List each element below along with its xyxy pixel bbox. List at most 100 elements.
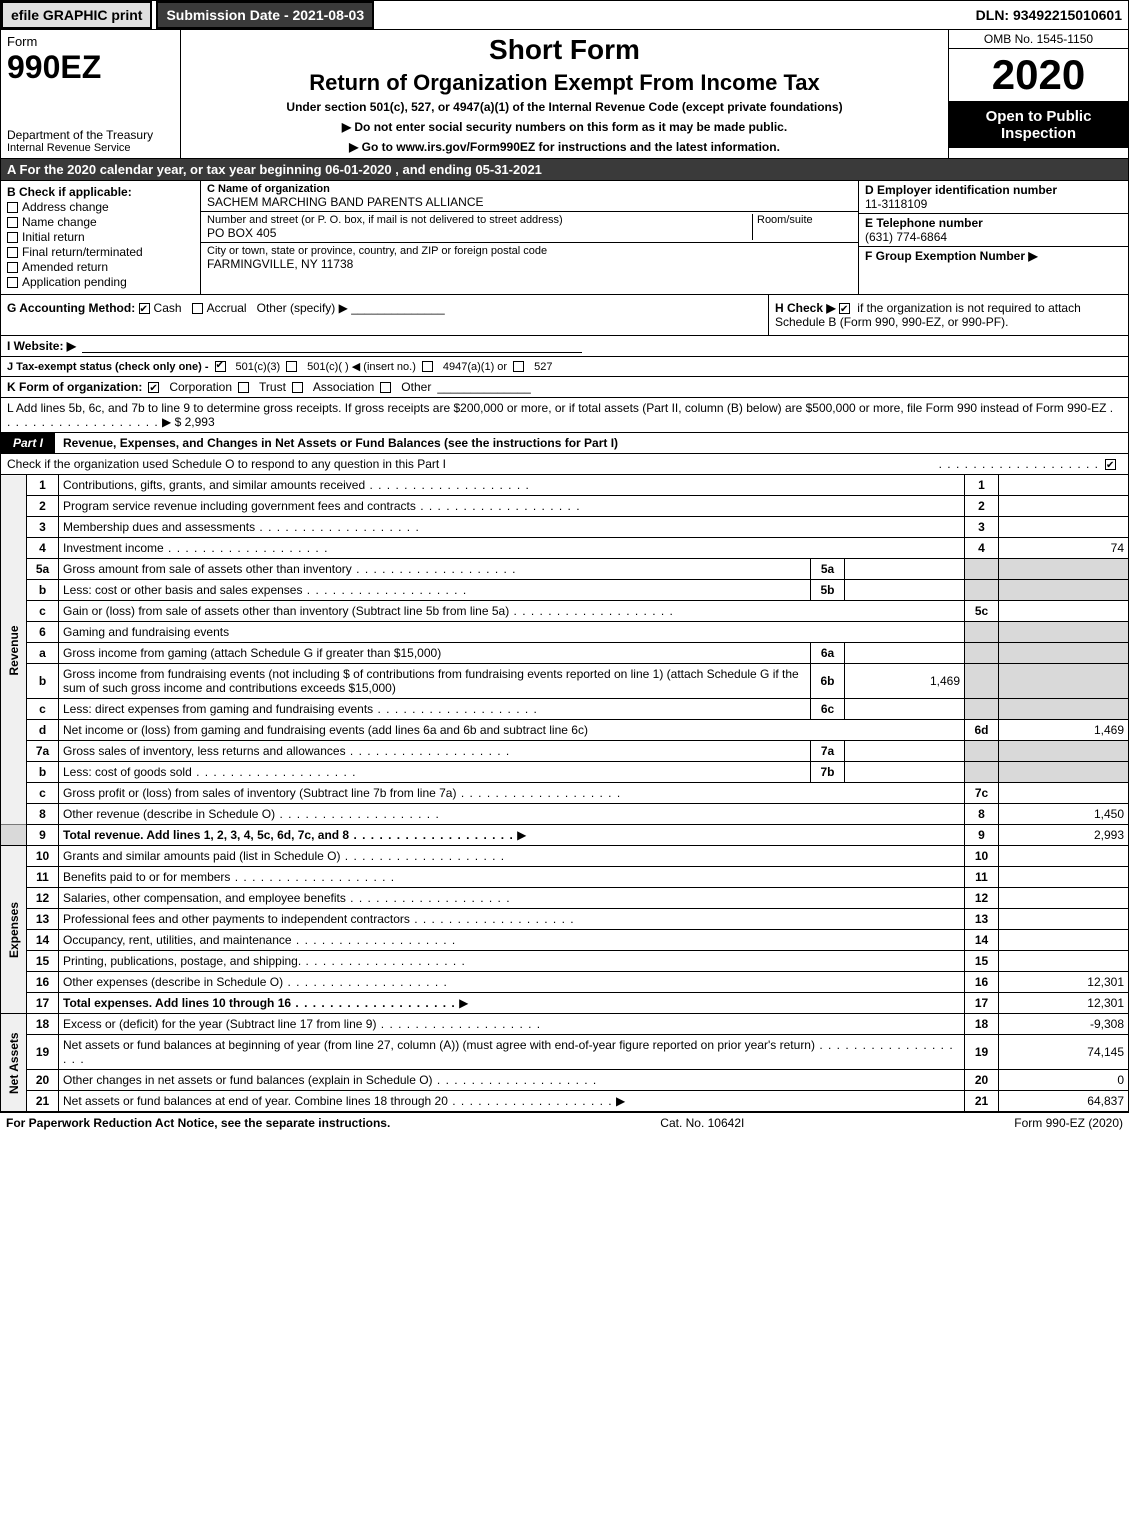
shade-cell bbox=[999, 643, 1129, 664]
d-tel-row: E Telephone number (631) 774-6864 bbox=[859, 214, 1128, 247]
l-amount: 2,993 bbox=[185, 415, 215, 429]
j-501c-checkbox[interactable] bbox=[286, 361, 297, 372]
line-desc: Total revenue. Add lines 1, 2, 3, 4, 5c,… bbox=[63, 828, 514, 842]
b-item-label: Name change bbox=[22, 215, 97, 229]
org-ein: 11-3118109 bbox=[865, 197, 1122, 211]
line-desc: Other revenue (describe in Schedule O) bbox=[63, 807, 440, 821]
under-section-text: Under section 501(c), 527, or 4947(a)(1)… bbox=[189, 100, 940, 114]
i-value[interactable] bbox=[82, 339, 582, 353]
j-501c3-checkbox[interactable] bbox=[215, 361, 226, 372]
line-ref: 10 bbox=[965, 846, 999, 867]
open-to-public: Open to Public Inspection bbox=[949, 102, 1128, 148]
k-corp-checkbox[interactable] bbox=[148, 382, 159, 393]
line-amount: 1,450 bbox=[999, 804, 1129, 825]
shade-cell bbox=[965, 559, 999, 580]
org-tel: (631) 774-6864 bbox=[865, 230, 1122, 244]
g-cash-checkbox[interactable] bbox=[139, 303, 150, 314]
line-amount bbox=[999, 951, 1129, 972]
efile-print-button[interactable]: efile GRAPHIC print bbox=[1, 1, 152, 29]
line-desc: Professional fees and other payments to … bbox=[63, 912, 575, 926]
line-desc: Less: cost of goods sold bbox=[63, 765, 356, 779]
b-item-address[interactable]: Address change bbox=[7, 200, 194, 214]
table-row: 5a Gross amount from sale of assets othe… bbox=[1, 559, 1129, 580]
b-item-amended[interactable]: Amended return bbox=[7, 260, 194, 274]
line-desc: Gain or (loss) from sale of assets other… bbox=[63, 604, 674, 618]
b-item-name[interactable]: Name change bbox=[7, 215, 194, 229]
line-desc: Membership dues and assessments bbox=[63, 520, 420, 534]
part-i-label: Part I bbox=[1, 433, 55, 453]
g-accrual-checkbox[interactable] bbox=[192, 303, 203, 314]
line-desc: Gaming and fundraising events bbox=[63, 625, 229, 639]
line-num: 13 bbox=[27, 909, 59, 930]
shade-cell bbox=[965, 580, 999, 601]
j-4947-checkbox[interactable] bbox=[422, 361, 433, 372]
table-row: 20 Other changes in net assets or fund b… bbox=[1, 1070, 1129, 1091]
line-ref: 13 bbox=[965, 909, 999, 930]
inner-val bbox=[845, 741, 965, 762]
c-street-label: Number and street (or P. O. box, if mail… bbox=[207, 214, 748, 226]
b-item-pending[interactable]: Application pending bbox=[7, 275, 194, 289]
shade-cell bbox=[999, 762, 1129, 783]
part-i-title: Revenue, Expenses, and Changes in Net As… bbox=[55, 436, 1128, 450]
arrow-line-1: ▶ Do not enter social security numbers o… bbox=[189, 120, 940, 134]
table-row: 17 Total expenses. Add lines 10 through … bbox=[1, 993, 1129, 1014]
d-group-label: F Group Exemption Number ▶ bbox=[865, 249, 1038, 263]
line-num: 6 bbox=[27, 622, 59, 643]
line-num: 21 bbox=[27, 1091, 59, 1112]
inner-val bbox=[845, 699, 965, 720]
line-desc: Occupancy, rent, utilities, and maintena… bbox=[63, 933, 456, 947]
line-ref: 3 bbox=[965, 517, 999, 538]
line-ref: 8 bbox=[965, 804, 999, 825]
b-item-final[interactable]: Final return/terminated bbox=[7, 245, 194, 259]
g-other-label: Other (specify) ▶ bbox=[257, 301, 348, 315]
b-item-label: Final return/terminated bbox=[22, 245, 143, 259]
lines-table: Revenue 1 Contributions, gifts, grants, … bbox=[0, 475, 1129, 1112]
table-row: b Less: cost or other basis and sales ex… bbox=[1, 580, 1129, 601]
j-527-checkbox[interactable] bbox=[513, 361, 524, 372]
table-row: Net Assets 18 Excess or (deficit) for th… bbox=[1, 1014, 1129, 1035]
line-amount bbox=[999, 930, 1129, 951]
line-num: 17 bbox=[27, 993, 59, 1014]
line-ref: 11 bbox=[965, 867, 999, 888]
irs-label: Internal Revenue Service bbox=[7, 142, 174, 154]
table-row: 3 Membership dues and assessments 3 bbox=[1, 517, 1129, 538]
d-tel-label: E Telephone number bbox=[865, 216, 1122, 230]
k-trust-checkbox[interactable] bbox=[238, 382, 249, 393]
table-row: a Gross income from gaming (attach Sched… bbox=[1, 643, 1129, 664]
line-ref: 14 bbox=[965, 930, 999, 951]
b-item-label: Initial return bbox=[22, 230, 85, 244]
k-assoc-checkbox[interactable] bbox=[292, 382, 303, 393]
line-amount bbox=[999, 867, 1129, 888]
c-name-label: C Name of organization bbox=[207, 183, 852, 195]
row-k-form-org: K Form of organization: Corporation Trus… bbox=[0, 377, 1129, 398]
inner-num: 5a bbox=[811, 559, 845, 580]
line-amount bbox=[999, 517, 1129, 538]
line-amount bbox=[999, 475, 1129, 496]
header-left: Form 990EZ Department of the Treasury In… bbox=[1, 30, 181, 158]
part-i-checkbox[interactable] bbox=[1105, 459, 1116, 470]
form-word: Form bbox=[7, 34, 174, 49]
block-bcd: B Check if applicable: Address change Na… bbox=[0, 181, 1129, 295]
part-i-check-text: Check if the organization used Schedule … bbox=[7, 457, 933, 471]
k-other-label: Other bbox=[401, 380, 431, 394]
arrow-icon: ▶ bbox=[517, 828, 526, 842]
line-num: 16 bbox=[27, 972, 59, 993]
shade-cell bbox=[999, 559, 1129, 580]
arrow-line-2[interactable]: ▶ Go to www.irs.gov/Form990EZ for instru… bbox=[189, 140, 940, 154]
org-city: FARMINGVILLE, NY 11738 bbox=[207, 257, 852, 271]
dln-label: DLN: 93492215010601 bbox=[976, 7, 1128, 23]
line-num: c bbox=[27, 783, 59, 804]
top-bar-left: efile GRAPHIC print Submission Date - 20… bbox=[1, 1, 374, 29]
inner-val bbox=[845, 643, 965, 664]
k-other-checkbox[interactable] bbox=[380, 382, 391, 393]
table-row: d Net income or (loss) from gaming and f… bbox=[1, 720, 1129, 741]
b-item-initial[interactable]: Initial return bbox=[7, 230, 194, 244]
line-ref: 6d bbox=[965, 720, 999, 741]
inner-num: 7b bbox=[811, 762, 845, 783]
submission-date-button[interactable]: Submission Date - 2021-08-03 bbox=[156, 1, 374, 29]
part-i-dots bbox=[939, 457, 1099, 471]
d-ein-row: D Employer identification number 11-3118… bbox=[859, 181, 1128, 214]
h-checkbox[interactable] bbox=[839, 303, 850, 314]
line-ref: 20 bbox=[965, 1070, 999, 1091]
line-amount: 1,469 bbox=[999, 720, 1129, 741]
